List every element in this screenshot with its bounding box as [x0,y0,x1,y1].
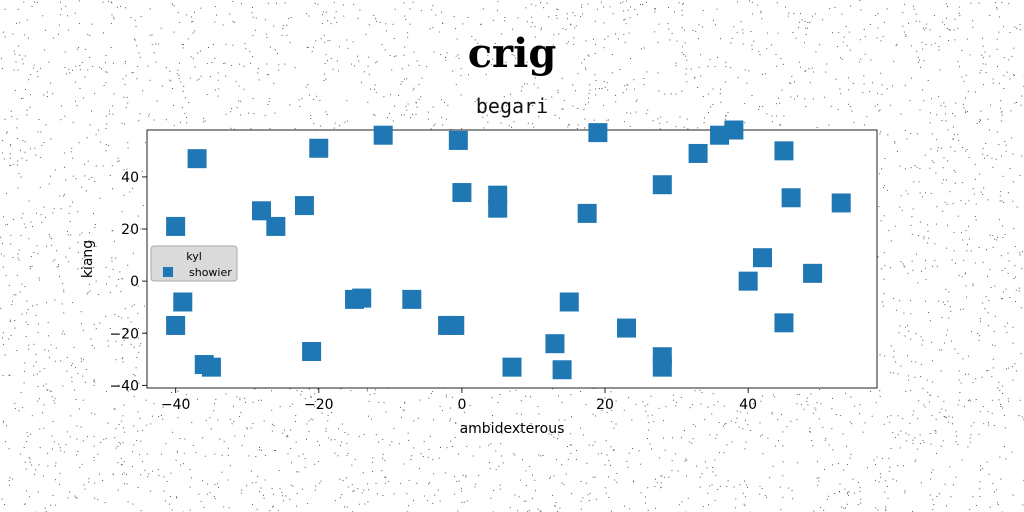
x-tick-label: −20 [304,397,334,413]
chart-subtitle: begari [475,94,549,118]
data-point [309,138,329,158]
y-tick-label: −40 [109,378,139,394]
data-point [803,263,823,283]
x-tick-label: −40 [161,397,191,413]
data-point [352,288,372,308]
legend-label: showier [189,266,232,279]
data-points [166,120,851,380]
data-point [373,125,393,145]
data-point [402,289,422,309]
x-tick-label: 40 [739,397,757,413]
data-point [452,183,472,203]
data-point [201,357,221,377]
data-point [710,125,730,145]
y-axis-label: kiang [80,240,96,278]
data-point [781,188,801,208]
data-point [502,357,522,377]
x-tick-label: 20 [596,397,614,413]
y-tick-label: 40 [121,170,139,186]
data-point [752,248,772,268]
y-tick-label: −20 [109,326,139,342]
data-point [187,149,207,169]
data-point [688,143,708,163]
x-axis-label: ambidexterous [460,421,565,437]
data-point [577,203,597,223]
data-point [266,216,286,236]
legend: kyl showier [150,245,238,282]
data-point [617,318,637,338]
chart-title: crig [467,30,557,77]
data-point [724,120,744,140]
data-point [302,342,322,362]
data-point [831,193,851,213]
legend-title: kyl [186,250,202,263]
data-point [552,360,572,380]
y-tick-label: 0 [130,274,139,290]
x-tick-label: 0 [457,397,466,413]
data-point [559,292,579,312]
data-point [445,315,465,335]
data-point [774,141,794,161]
axis-ticks: −40 −20 0 20 40 −40 −20 0 20 40 [109,170,757,413]
legend-marker [163,267,173,277]
data-point [488,198,508,218]
data-point [652,357,672,377]
data-point [652,175,672,195]
data-point [173,292,193,312]
data-point [588,123,608,143]
data-point [166,216,186,236]
data-point [252,201,272,221]
data-point [448,130,468,150]
data-point [774,313,794,333]
data-point [294,196,314,216]
data-point [166,315,186,335]
y-tick-label: 20 [121,222,139,238]
data-point [738,271,758,291]
data-point [545,334,565,354]
